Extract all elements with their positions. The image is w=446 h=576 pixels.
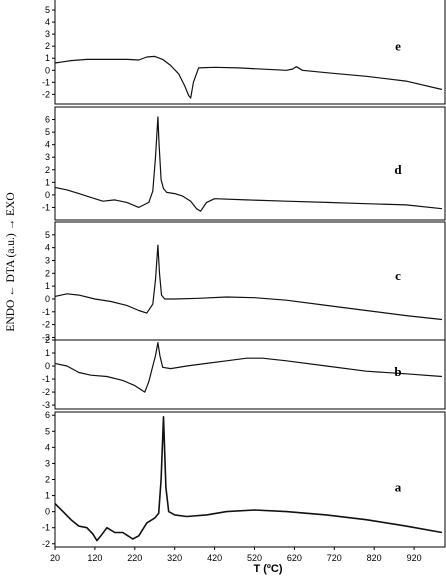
dta-curve-a bbox=[54, 415, 443, 542]
y-tick-label: -3 bbox=[42, 400, 50, 410]
y-tick-label: -2 bbox=[42, 320, 50, 330]
x-tick-label: 20 bbox=[50, 553, 60, 563]
y-tick-label: -2 bbox=[42, 539, 50, 549]
x-tick-label: 120 bbox=[87, 553, 102, 563]
y-tick-label: 3 bbox=[45, 152, 50, 162]
x-tick-label: 420 bbox=[207, 553, 222, 563]
panel-d: -1 0 1 2 3 4 5 6 d bbox=[42, 106, 446, 221]
panel-label-b: b bbox=[394, 364, 401, 379]
panel-label-d: d bbox=[394, 162, 402, 177]
y-tick-label: 2 bbox=[45, 41, 50, 51]
y-tick-label: 3 bbox=[45, 255, 50, 265]
y-tick-label: -2 bbox=[42, 89, 50, 99]
y-tick-label: -1 bbox=[42, 374, 50, 384]
panel-frame bbox=[54, 411, 446, 548]
dta-curve-d bbox=[54, 116, 443, 212]
y-tick-label: 6 bbox=[45, 115, 50, 125]
y-tick-label: 3 bbox=[45, 29, 50, 39]
panel-label-a: a bbox=[395, 479, 402, 494]
y-tick-label: 5 bbox=[45, 5, 50, 15]
y-tick-label: 0 bbox=[45, 65, 50, 75]
y-tick-label: -1 bbox=[42, 307, 50, 317]
y-tick-label: 0 bbox=[45, 294, 50, 304]
y-tick-label: -1 bbox=[42, 77, 50, 87]
y-tick-label: 4 bbox=[45, 243, 50, 253]
y-tick-label: 6 bbox=[45, 410, 50, 420]
x-tick-label: 720 bbox=[327, 553, 342, 563]
y-tick-label: 0 bbox=[45, 361, 50, 371]
dta-curve-c bbox=[54, 244, 443, 321]
y-tick-label: 1 bbox=[45, 53, 50, 63]
x-tick-label: 620 bbox=[287, 553, 302, 563]
y-tick-label: 5 bbox=[45, 127, 50, 137]
y-tick-label: 2 bbox=[45, 165, 50, 175]
y-tick-label: 5 bbox=[45, 426, 50, 436]
y-tick-label: -3 bbox=[42, 332, 50, 342]
y-tick-label: -1 bbox=[42, 523, 50, 533]
panel-e: -2 -1 0 1 2 3 4 5 e bbox=[42, 0, 446, 105]
y-axis-label: ENDO ← DTA (a.u.) → EXO bbox=[5, 192, 17, 331]
x-tick-label: 320 bbox=[167, 553, 182, 563]
y-tick-label: 1 bbox=[45, 177, 50, 187]
y-tick-label: 5 bbox=[45, 230, 50, 240]
dta-curve-e bbox=[54, 55, 443, 99]
panel-c: -3 -2 -1 0 1 2 3 4 5 c bbox=[42, 221, 446, 342]
panel-b: -3 -2 -1 0 1 2 b bbox=[42, 335, 446, 410]
y-tick-label: 1 bbox=[45, 348, 50, 358]
dta-curve-b bbox=[54, 342, 443, 393]
panel-label-e: e bbox=[395, 39, 401, 54]
x-tick-label: 820 bbox=[367, 553, 382, 563]
y-tick-label: 3 bbox=[45, 458, 50, 468]
x-axis: 20 120 220 320 420 520 620 720 820 920 bbox=[50, 547, 422, 563]
y-tick-label: 1 bbox=[45, 491, 50, 501]
y-tick-label: 4 bbox=[45, 17, 50, 27]
panel-frame bbox=[54, 339, 446, 410]
y-tick-label: 0 bbox=[45, 507, 50, 517]
y-tick-label: 4 bbox=[45, 442, 50, 452]
panel-frame bbox=[54, 106, 446, 221]
y-tick-label: -2 bbox=[42, 387, 50, 397]
panel-label-c: c bbox=[395, 268, 401, 283]
y-tick-label: 2 bbox=[45, 335, 50, 345]
x-tick-label: 920 bbox=[407, 553, 422, 563]
y-tick-label: 2 bbox=[45, 475, 50, 485]
panel-a: -2 -1 0 1 2 3 4 5 6 a bbox=[42, 410, 446, 549]
y-tick-label: 4 bbox=[45, 140, 50, 150]
panel-frame bbox=[54, 221, 446, 341]
panel-frame bbox=[54, 0, 446, 105]
x-axis-label: T (ºC) bbox=[253, 563, 282, 575]
y-tick-label: 1 bbox=[45, 281, 50, 291]
x-tick-label: 520 bbox=[247, 553, 262, 563]
y-tick-label: -1 bbox=[42, 202, 50, 212]
y-tick-label: 0 bbox=[45, 190, 50, 200]
y-tick-label: 2 bbox=[45, 268, 50, 278]
x-tick-label: 220 bbox=[127, 553, 142, 563]
